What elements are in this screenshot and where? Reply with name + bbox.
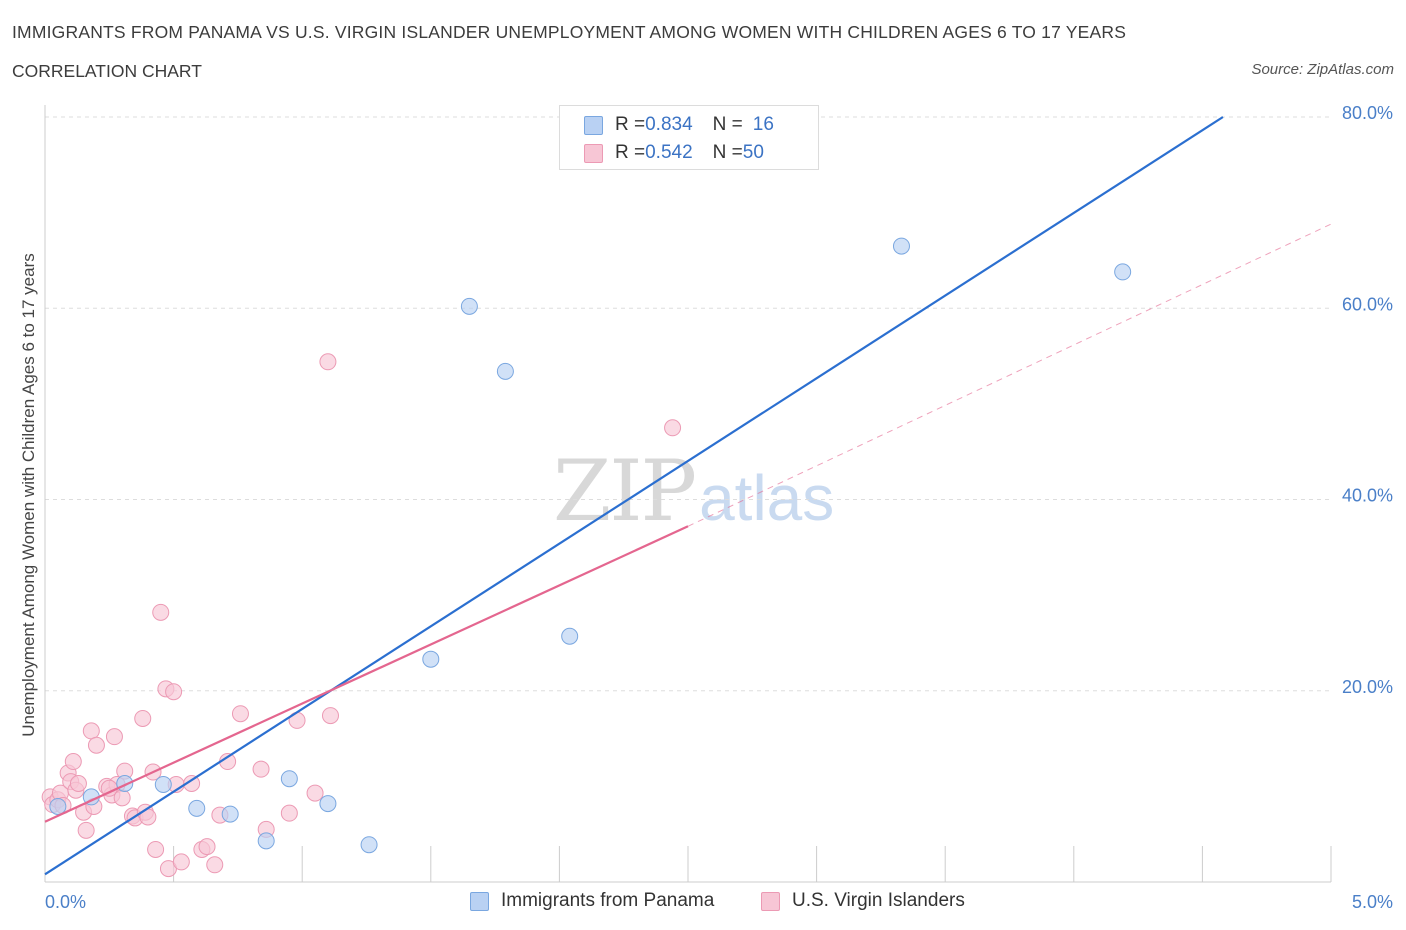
virgin-islanders-point xyxy=(105,728,123,746)
virgin-islanders-point xyxy=(183,775,201,793)
virgin-islanders-point xyxy=(206,856,224,874)
panama-point xyxy=(257,832,275,850)
chart-title: IMMIGRANTS FROM PANAMA VS U.S. VIRGIN IS… xyxy=(12,22,1127,42)
virgin-islanders-point xyxy=(69,775,87,793)
virgin-islanders-point xyxy=(280,804,298,822)
virgin-islanders-point xyxy=(147,840,165,858)
r-label: R = xyxy=(615,142,646,163)
r-label: R = xyxy=(615,114,646,135)
virgin-islanders-point xyxy=(198,838,216,856)
virgin-islanders-point xyxy=(664,419,682,437)
virgin-islanders-point xyxy=(252,760,270,778)
panama-point xyxy=(1114,263,1132,281)
virgin-islanders-point xyxy=(231,705,249,723)
virgin-islanders-point xyxy=(306,784,324,802)
stats-legend-row-panama: R = 0.834 N = 16 xyxy=(584,113,774,137)
n-value: 16 xyxy=(752,114,774,135)
x-tick-label: 0.0% xyxy=(45,892,86,912)
stats-legend-row-virgin-islanders: R = 0.542 N = 50 xyxy=(584,141,764,165)
virgin-islanders-trend-line xyxy=(44,525,689,823)
virgin-islanders-swatch-icon xyxy=(761,891,780,911)
panama-point xyxy=(460,297,478,315)
virgin-islanders-point xyxy=(319,353,337,371)
y-tick-label: 60.0% xyxy=(1342,294,1393,314)
panama-point xyxy=(280,770,298,788)
panama-point xyxy=(422,650,440,668)
panama-point xyxy=(496,362,514,380)
virgin-islanders-swatch-icon xyxy=(584,143,603,163)
panama-point xyxy=(49,797,67,815)
virgin-islanders-point xyxy=(165,683,183,701)
series-legend: Immigrants from Panama U.S. Virgin Islan… xyxy=(0,890,1406,914)
panama-point xyxy=(319,795,337,813)
y-axis-label: Unemployment Among Women with Children A… xyxy=(19,253,38,737)
virgin-islanders-point xyxy=(321,707,339,725)
watermark-zip: ZIP xyxy=(553,442,697,540)
watermark-atlas: atlas xyxy=(699,462,835,534)
virgin-islanders-point xyxy=(134,709,152,727)
panama-point xyxy=(561,627,579,645)
panama-point xyxy=(188,799,206,817)
n-value: 50 xyxy=(742,142,764,163)
legend-label-panama: Immigrants from Panama xyxy=(501,890,715,911)
panama-point xyxy=(221,805,239,823)
r-value: 0.542 xyxy=(645,142,693,163)
virgin-islanders-point xyxy=(87,736,105,754)
source-credit: Source: ZipAtlas.com xyxy=(1251,61,1394,78)
virgin-islanders-point xyxy=(152,603,170,621)
virgin-islanders-point xyxy=(82,722,100,740)
panama-trend-line xyxy=(44,116,1224,876)
panama-point xyxy=(360,836,378,854)
legend-item-virgin-islanders: U.S. Virgin Islanders xyxy=(761,890,965,912)
legend-label-virgin-islanders: U.S. Virgin Islanders xyxy=(792,890,965,911)
virgin-islanders-point xyxy=(64,753,82,771)
n-label: N = xyxy=(712,142,743,163)
panama-swatch-icon xyxy=(584,115,603,135)
panama-point xyxy=(154,775,172,793)
x-tick-label: 5.0% xyxy=(1352,892,1393,912)
chart-subtitle: CORRELATION CHART xyxy=(12,61,202,81)
legend-item-panama: Immigrants from Panama xyxy=(470,890,714,912)
virgin-islanders-point xyxy=(172,853,190,871)
y-tick-label: 40.0% xyxy=(1342,486,1393,506)
n-label: N = xyxy=(712,114,743,135)
virgin-islanders-trend-extension xyxy=(687,223,1332,527)
stats-legend: R = 0.834 N = 16 R = 0.542 N = 50 xyxy=(559,105,819,170)
r-value: 0.834 xyxy=(645,114,693,135)
panama-point xyxy=(892,237,910,255)
y-tick-label: 80.0% xyxy=(1342,103,1393,123)
watermark: ZIPatlas xyxy=(553,442,834,540)
panama-swatch-icon xyxy=(470,891,489,911)
virgin-islanders-point xyxy=(77,821,95,839)
y-tick-label: 20.0% xyxy=(1342,677,1393,697)
